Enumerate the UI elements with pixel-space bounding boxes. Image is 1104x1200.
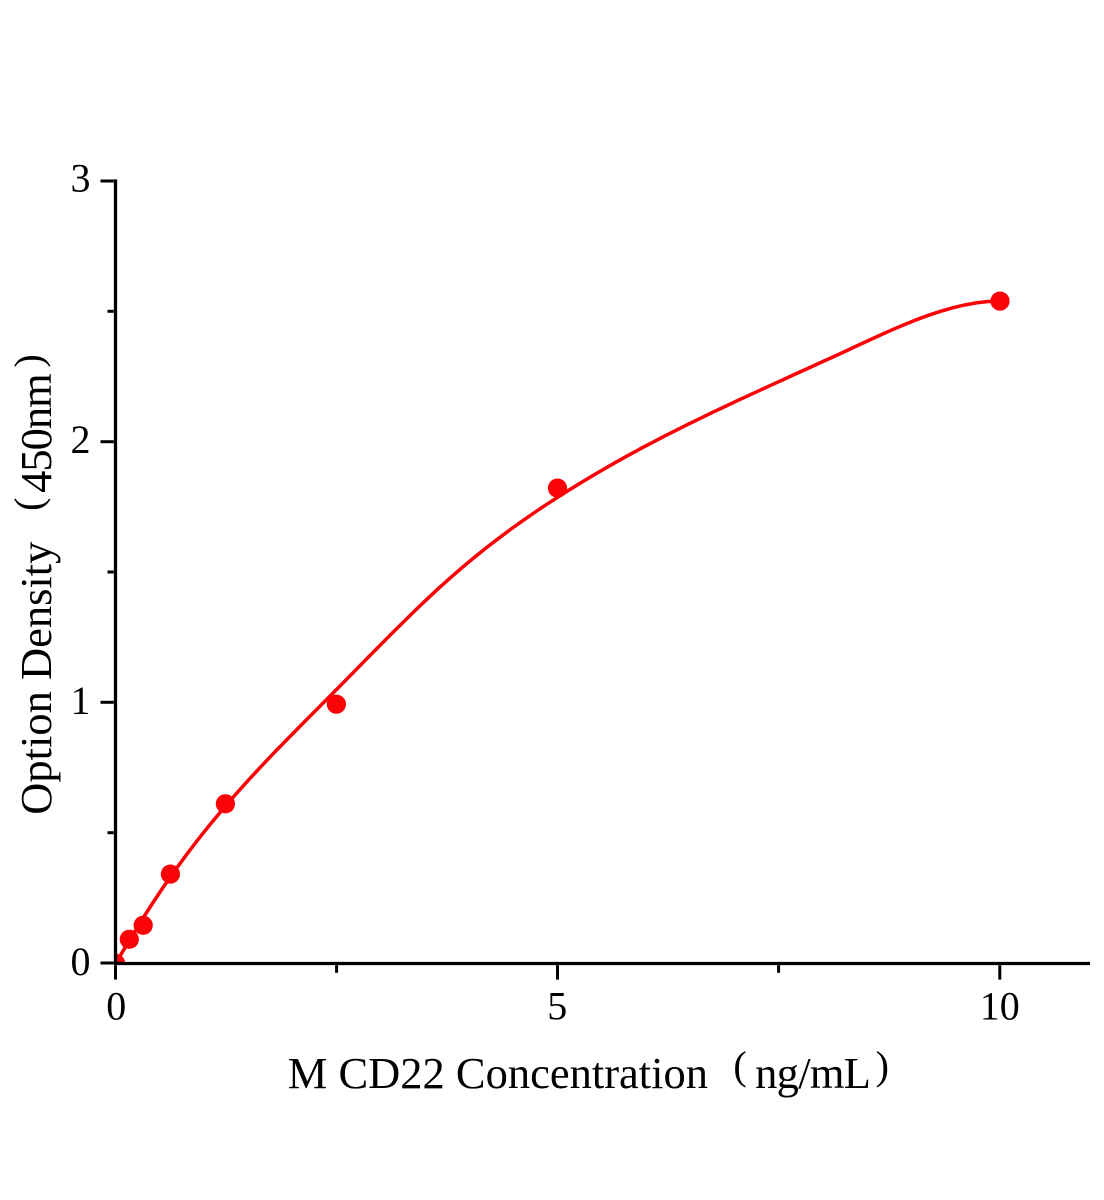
svg-text:0: 0 [71, 939, 91, 984]
svg-text:10: 10 [980, 984, 1020, 1029]
svg-text:3: 3 [71, 156, 91, 201]
svg-text:(: ( [733, 1043, 746, 1088]
svg-text:450nm: 450nm [11, 374, 61, 493]
svg-text:(: ( [6, 498, 51, 511]
svg-text:5: 5 [547, 984, 567, 1029]
svg-text:): ) [6, 354, 51, 367]
svg-text:M CD22 Concentration: M CD22 Concentration [288, 1048, 708, 1098]
svg-text:ng/mL: ng/mL [755, 1048, 870, 1098]
svg-text:): ) [876, 1043, 889, 1088]
svg-text:Option Density: Option Density [11, 541, 61, 815]
svg-text:1: 1 [71, 678, 91, 723]
svg-text:2: 2 [71, 417, 91, 462]
svg-text:0: 0 [106, 984, 126, 1029]
